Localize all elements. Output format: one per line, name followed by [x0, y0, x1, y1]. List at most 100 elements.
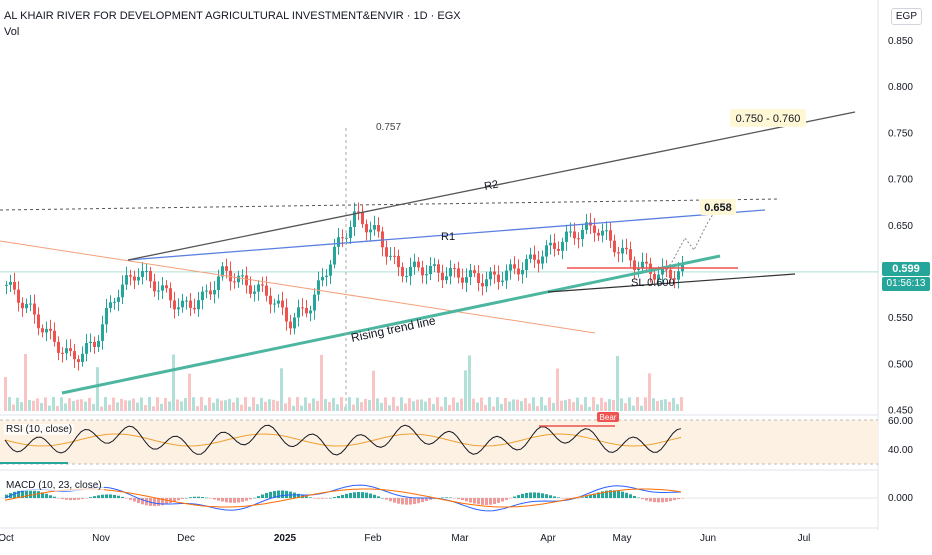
macd-signal-line — [4, 488, 682, 508]
volume-bar — [596, 404, 599, 411]
macd-hist-bar — [185, 497, 188, 499]
candle-body — [625, 247, 628, 250]
volume-bar — [548, 397, 551, 411]
volume-bar — [480, 397, 483, 411]
macd-hist-bar — [389, 498, 392, 502]
candle-body — [485, 279, 488, 287]
volume-bar — [96, 367, 99, 411]
candle-body — [521, 270, 524, 275]
candle-body — [161, 285, 164, 291]
macd-hist-bar — [177, 498, 180, 501]
time-tick: Jul — [798, 533, 811, 544]
volume-bar — [628, 397, 631, 411]
candle-body — [169, 288, 172, 301]
volume-bar — [408, 398, 411, 411]
candle-body — [377, 225, 380, 232]
volume-bar — [488, 397, 491, 411]
volume-bar — [556, 368, 559, 411]
candle-body — [533, 254, 536, 260]
candle-body — [321, 277, 324, 281]
macd-hist-bar — [93, 496, 96, 498]
volume-bar — [412, 401, 415, 411]
macd-hist-bar — [489, 498, 492, 505]
candle-body — [253, 291, 256, 294]
macd-hist-bar — [513, 496, 516, 498]
candle-body — [357, 211, 360, 213]
candle-body — [397, 256, 400, 268]
price-tick: 0.500 — [888, 359, 913, 370]
macd-hist-bar — [221, 498, 224, 502]
candle-body — [545, 245, 548, 257]
macd-hist-bar — [469, 498, 472, 503]
macd-hist-bar — [49, 495, 52, 498]
volume-bar — [496, 397, 499, 411]
candle-body — [465, 277, 468, 283]
macd-hist-bar — [237, 498, 240, 503]
macd-hist-bar — [73, 498, 76, 501]
volume-bar — [52, 397, 55, 411]
candle-body — [209, 290, 212, 295]
volume-bar — [328, 401, 331, 411]
macd-hist-bar — [37, 491, 40, 498]
candle-body — [41, 328, 44, 333]
candle-body — [561, 241, 564, 251]
candle-body — [289, 321, 292, 329]
candle-body — [165, 285, 168, 289]
volume-bar — [552, 402, 555, 411]
volume-bar — [236, 397, 239, 411]
candle-body — [25, 304, 28, 309]
time-tick: 2025 — [274, 533, 297, 544]
volume-bar — [280, 368, 283, 411]
r1-line — [127, 209, 766, 261]
macd-hist-bar — [337, 496, 340, 498]
time-tick: Feb — [364, 533, 382, 544]
volume-bar — [388, 405, 391, 411]
volume-bar — [76, 399, 79, 411]
candle-body — [81, 353, 84, 362]
currency-button[interactable]: EGP — [890, 8, 922, 25]
volume-bar — [320, 354, 323, 411]
price-tick: 0.450 — [888, 406, 913, 417]
macd-hist-bar — [165, 498, 168, 505]
candle-body — [573, 231, 576, 239]
volume-bar — [208, 397, 211, 411]
volume-bar — [404, 403, 407, 411]
macd-hist-bar — [89, 497, 92, 498]
candle-body — [333, 246, 336, 265]
candle-body — [617, 252, 620, 254]
macd-hist-bar — [137, 498, 140, 504]
candle-body — [121, 284, 124, 298]
macd-hist-bar — [81, 498, 84, 500]
volume-bar — [584, 397, 587, 411]
macd-legend[interactable]: MACD (10, 23, close) — [4, 480, 104, 491]
macd-hist-bar — [69, 498, 72, 501]
candle-body — [185, 300, 188, 302]
candle-body — [657, 274, 660, 280]
volume-bar — [360, 402, 363, 411]
macd-hist-bar — [173, 498, 176, 502]
macd-hist-bar — [525, 492, 528, 498]
rsi-legend[interactable]: RSI (10, close) — [4, 424, 75, 435]
candle-body — [337, 237, 340, 247]
candle-body — [497, 274, 500, 282]
macd-hist-bar — [397, 498, 400, 504]
volume-bar — [312, 398, 315, 411]
volume-bar — [560, 400, 563, 411]
macd-hist-bar — [365, 492, 368, 498]
volume-bar — [624, 403, 627, 411]
macd-hist-bar — [317, 498, 320, 499]
volume-bar — [512, 399, 515, 411]
macd-hist-bar — [429, 498, 432, 500]
macd-hist-bar — [349, 492, 352, 498]
stop-label: SL 0.600 — [631, 277, 675, 289]
macd-hist-bar — [421, 498, 424, 503]
macd-hist-bar — [277, 490, 280, 498]
candle-body — [201, 291, 204, 301]
r2-line — [127, 111, 856, 261]
volume-bar — [608, 399, 611, 411]
candle-body — [461, 277, 464, 283]
bear-badge — [597, 412, 619, 422]
volume-bar — [324, 399, 327, 411]
